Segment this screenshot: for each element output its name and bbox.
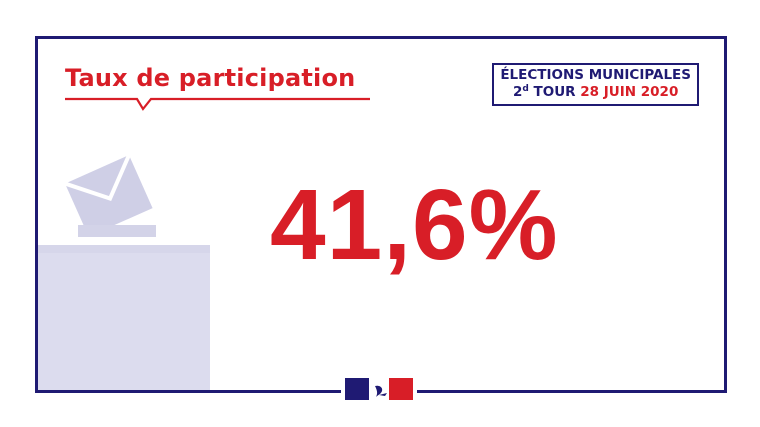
round-word: TOUR	[533, 84, 576, 100]
election-type: ÉLECTIONS MUNICIPALES	[500, 67, 691, 83]
round-suffix: d	[522, 84, 529, 94]
ballot-box-icon	[38, 154, 210, 390]
title-block: Taux de participation	[65, 63, 370, 111]
marianne-logo-icon	[341, 374, 417, 404]
card-frame: Taux de participation ÉLECTIONS MUNICIPA…	[35, 36, 727, 393]
participation-value: 41,6%	[270, 169, 559, 281]
page-title: Taux de participation	[65, 64, 356, 92]
election-date: 28 JUIN 2020	[580, 84, 679, 100]
speech-bubble-underline-icon	[65, 97, 370, 111]
election-badge: ÉLECTIONS MUNICIPALES 2d TOUR 28 JUIN 20…	[492, 63, 699, 106]
round-number: 2	[512, 84, 523, 100]
election-round: 2d TOUR 28 JUIN 2020	[500, 84, 691, 101]
